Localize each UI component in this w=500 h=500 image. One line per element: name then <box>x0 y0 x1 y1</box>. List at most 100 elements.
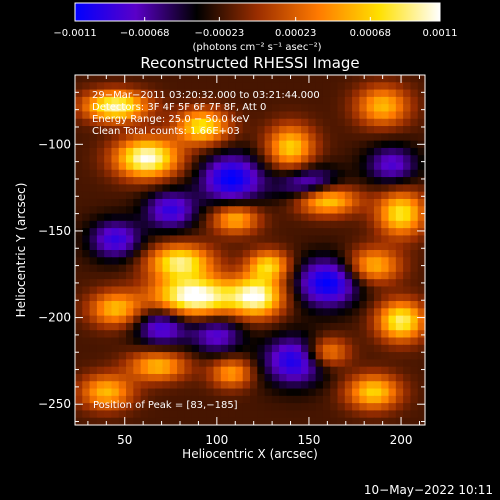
heatmap-cell <box>359 155 368 164</box>
heatmap-cell <box>126 315 134 324</box>
heatmap-cell <box>242 271 251 280</box>
heatmap-cell <box>104 184 113 193</box>
heatmap-cell <box>82 250 91 258</box>
heatmap-cell <box>359 162 368 171</box>
heatmap-cell <box>133 330 142 339</box>
heatmap-cell <box>198 206 207 215</box>
heatmap-cell <box>417 155 426 164</box>
heatmap-cell <box>301 352 309 360</box>
heatmap-cell <box>118 286 127 295</box>
heatmap-cell <box>264 410 273 419</box>
heatmap-cell <box>337 177 346 185</box>
heatmap-cell <box>104 228 113 237</box>
heatmap-cell <box>162 410 171 419</box>
heatmap-cell <box>184 111 193 120</box>
heatmap-cell <box>395 330 404 339</box>
colorbar-frame <box>74 2 441 22</box>
heatmap-cell <box>140 118 149 127</box>
heatmap-cell <box>198 191 207 200</box>
heatmap-cell <box>177 242 185 251</box>
heatmap-cell <box>337 403 346 412</box>
heatmap-cell <box>417 271 426 280</box>
heatmap-cell <box>279 235 288 244</box>
heatmap-cell <box>286 359 295 368</box>
heatmap-cell <box>322 337 331 346</box>
heatmap-cell <box>89 133 98 142</box>
heatmap-cell <box>82 126 91 134</box>
heatmap-cell <box>366 410 375 419</box>
heatmap-cell <box>96 322 105 331</box>
heatmap-cell <box>322 366 331 375</box>
heatmap-cell <box>264 286 273 295</box>
heatmap-cell <box>147 111 156 120</box>
heatmap-cell <box>264 301 273 309</box>
heatmap-cell <box>198 228 207 237</box>
heatmap-cell <box>344 111 353 120</box>
heatmap-cell <box>162 140 171 149</box>
heatmap-cell <box>228 388 237 397</box>
heatmap-cell <box>162 264 171 273</box>
heatmap-cell <box>257 191 266 200</box>
heatmap-cell <box>242 337 251 346</box>
heatmap-cell <box>155 410 164 419</box>
heatmap-cell <box>373 104 382 113</box>
heatmap-cell <box>271 308 280 317</box>
heatmap-cell <box>388 308 397 317</box>
heatmap-cell <box>104 359 113 368</box>
heatmap-cell <box>330 96 339 105</box>
heatmap-cell <box>395 395 404 404</box>
heatmap-cell <box>89 344 98 353</box>
heatmap-cell <box>373 206 382 215</box>
heatmap-cell <box>417 308 426 317</box>
heatmap-cell <box>220 162 229 171</box>
heatmap-cell <box>330 395 339 404</box>
heatmap-cell <box>126 395 134 404</box>
heatmap-cell <box>403 366 412 375</box>
heatmap-cell <box>198 250 207 258</box>
heatmap-cell <box>293 155 302 164</box>
heatmap-cell <box>147 395 156 404</box>
heatmap-cell <box>198 213 207 222</box>
heatmap-cell <box>286 250 295 258</box>
heatmap-cell <box>155 206 164 215</box>
heatmap-cell <box>308 155 317 164</box>
heatmap-cell <box>344 337 353 346</box>
heatmap-cell <box>279 206 288 215</box>
heatmap-cell <box>140 344 149 353</box>
heatmap-cell <box>257 257 266 266</box>
heatmap-cell <box>89 301 98 309</box>
heatmap-cell <box>359 417 368 426</box>
heatmap-cell <box>337 104 346 113</box>
heatmap-cell <box>177 257 185 266</box>
heatmap-cell <box>395 162 404 171</box>
heatmap-cell <box>184 147 193 156</box>
heatmap-cell <box>250 308 258 317</box>
heatmap-cell <box>147 162 156 171</box>
heatmap-cell <box>133 206 142 215</box>
heatmap-cell <box>257 162 266 171</box>
heatmap-cell <box>301 330 309 339</box>
heatmap-cell <box>308 242 317 251</box>
heatmap-cell <box>308 373 317 382</box>
heatmap-cell <box>271 250 280 258</box>
heatmap-cell <box>220 337 229 346</box>
heatmap-cell <box>118 322 127 331</box>
heatmap-cell <box>301 388 309 397</box>
heatmap-cell <box>111 220 120 229</box>
heatmap-cell <box>315 344 324 353</box>
heatmap-cell <box>330 373 339 382</box>
heatmap-cell <box>242 279 251 288</box>
heatmap-cell <box>213 206 222 215</box>
heatmap-cell <box>169 155 178 164</box>
heatmap-cell <box>344 330 353 339</box>
heatmap-cell <box>279 293 288 302</box>
heatmap-cell <box>162 198 171 207</box>
heatmap-cell <box>75 133 83 142</box>
heatmap-cell <box>366 133 375 142</box>
heatmap-cell <box>147 191 156 200</box>
heatmap-cell <box>337 82 346 91</box>
heatmap-cell <box>169 220 178 229</box>
heatmap-cell <box>359 301 368 309</box>
heatmap-cell <box>373 220 382 229</box>
heatmap-cell <box>177 381 185 390</box>
